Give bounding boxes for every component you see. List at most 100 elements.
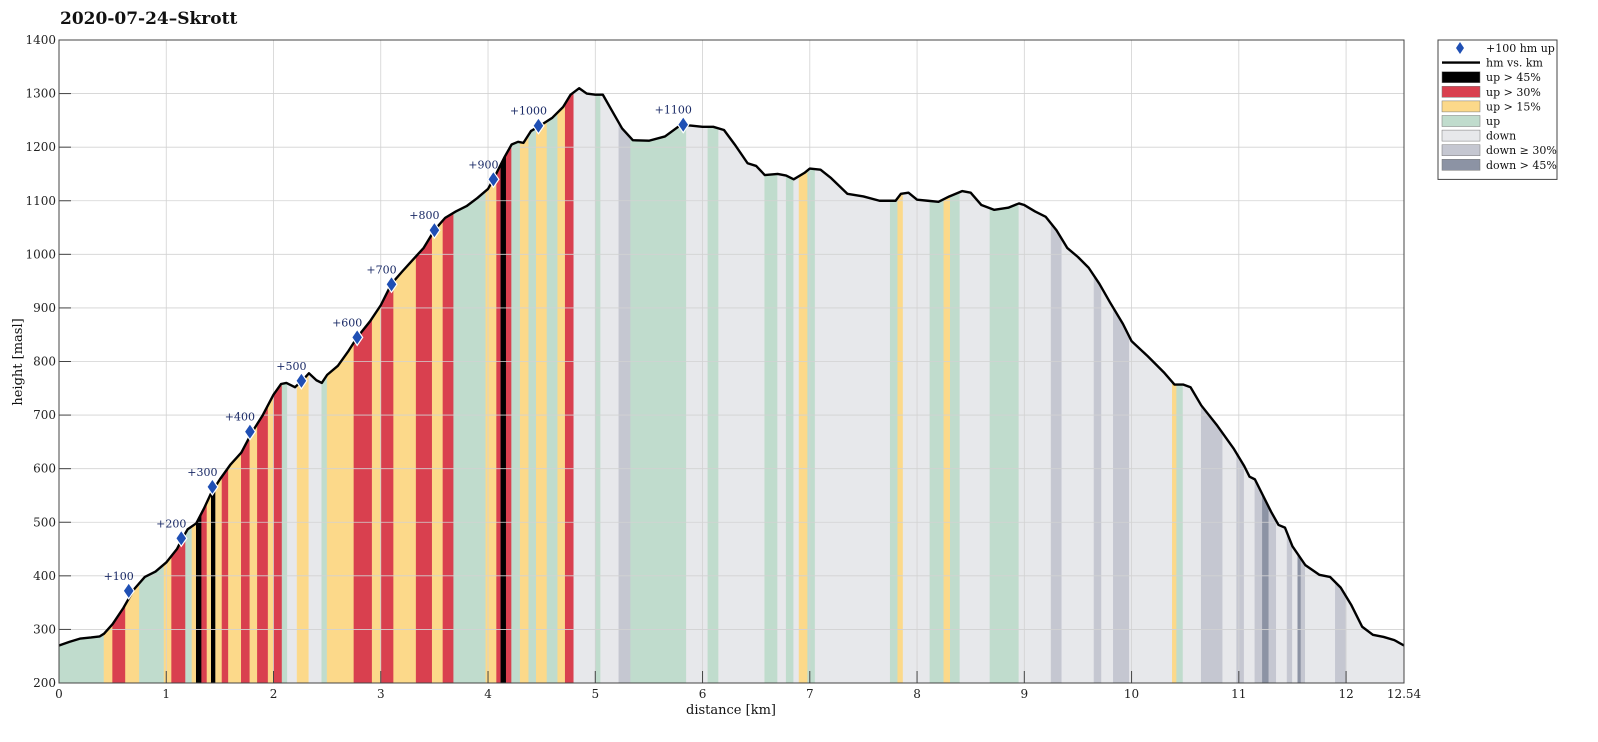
y-tick-label: 700 xyxy=(33,408,56,422)
x-tick-label: 11 xyxy=(1231,687,1246,701)
band-up15 xyxy=(228,451,242,684)
band-down xyxy=(718,128,766,684)
altitude-marker-diamond xyxy=(428,221,441,240)
band-up xyxy=(707,126,719,684)
y-tick-label: 900 xyxy=(33,301,56,315)
band-up15 xyxy=(535,120,548,684)
y-tick-label: 1300 xyxy=(25,87,56,101)
legend-marker-swatch xyxy=(1456,42,1464,54)
band-down xyxy=(287,382,298,684)
band-down30 xyxy=(1300,557,1306,684)
band-down30 xyxy=(1254,479,1263,684)
legend-swatch-down45 xyxy=(1441,159,1481,171)
band-up30 xyxy=(496,164,502,684)
band-up15 xyxy=(798,169,808,684)
band-up30 xyxy=(273,383,283,684)
band-up15 xyxy=(267,394,274,684)
legend-swatch-down xyxy=(1441,129,1481,142)
altitude-marker-diamond xyxy=(385,275,398,294)
band-up xyxy=(1176,384,1184,684)
band-up30 xyxy=(415,232,433,684)
altitude-marker-label: +700 xyxy=(366,263,396,276)
band-down xyxy=(793,175,800,684)
band-up xyxy=(929,198,945,684)
band-up15 xyxy=(163,554,172,684)
grid-lines xyxy=(58,39,1404,684)
x-tick-label: 7 xyxy=(806,687,814,701)
elevation-profile-line xyxy=(58,87,1405,647)
band-down xyxy=(1276,519,1288,684)
band-down xyxy=(1305,564,1336,684)
y-tick-label: 500 xyxy=(33,515,56,529)
legend-label: up xyxy=(1486,115,1500,128)
altitude-marker-label: +600 xyxy=(332,316,362,329)
band-up30 xyxy=(171,531,186,684)
y-tick-label: 800 xyxy=(33,355,56,369)
band-up30 xyxy=(442,212,455,684)
band-down30 xyxy=(1335,581,1347,684)
band-down xyxy=(814,168,891,684)
y-tick-label: 1400 xyxy=(25,33,56,47)
band-down xyxy=(777,173,787,684)
x-tick-label-end: 12.54 xyxy=(1387,687,1422,701)
altitude-marker-diamond xyxy=(487,170,500,189)
y-tick-label: 400 xyxy=(33,569,56,583)
band-up30 xyxy=(221,466,229,684)
y-tick-label: 600 xyxy=(33,462,56,476)
altitude-marker-label: +100 xyxy=(104,570,134,583)
band-up30 xyxy=(201,501,208,684)
x-tick-label: 1 xyxy=(162,687,170,701)
altitude-marker-diamond xyxy=(122,581,135,600)
altitude-marker-label: +1000 xyxy=(510,105,547,118)
band-up45 xyxy=(211,485,216,684)
axes: 0 1 2 3 4 5 6 7 8 9 10 11 12 12.542003004005006007008… xyxy=(25,33,1421,701)
band-down xyxy=(959,190,991,684)
altitude-marker-label: +400 xyxy=(225,411,255,424)
x-tick-label: 2 xyxy=(270,687,278,701)
band-up15 xyxy=(897,193,904,684)
band-up xyxy=(511,141,521,684)
band-up xyxy=(989,202,1020,684)
band-up xyxy=(594,94,601,684)
band-up15 xyxy=(326,341,355,684)
band-down xyxy=(1222,432,1237,684)
x-tick-label: 0 xyxy=(55,687,63,701)
x-tick-label: 12 xyxy=(1338,687,1353,701)
band-up xyxy=(764,173,778,684)
y-tick-label: 1000 xyxy=(25,247,56,261)
x-tick-label: 4 xyxy=(484,687,492,701)
x-tick-label: 5 xyxy=(591,687,599,701)
band-down xyxy=(902,192,931,684)
altitude-marker-diamond xyxy=(206,477,219,496)
band-up30 xyxy=(564,91,575,684)
band-up xyxy=(889,197,899,684)
legend-label: hm vs. km xyxy=(1486,57,1544,70)
x-tick-label: 8 xyxy=(913,687,921,701)
chart-title: 2020-07-24–Skrott xyxy=(60,9,237,29)
band-down xyxy=(1018,203,1052,684)
band-down30 xyxy=(1268,507,1277,684)
band-up30 xyxy=(257,404,269,684)
band-up xyxy=(58,633,105,684)
band-down xyxy=(1182,384,1202,684)
band-up30 xyxy=(241,436,251,684)
altitude-marker-diamond xyxy=(350,328,364,347)
band-down xyxy=(600,94,620,684)
band-up xyxy=(139,563,165,684)
band-up15 xyxy=(485,172,497,684)
altitude-marker-label: +200 xyxy=(156,517,186,530)
legend-label: +100 hm up xyxy=(1486,42,1555,55)
gradient-bands xyxy=(58,87,1405,684)
band-up15 xyxy=(557,102,566,684)
band-up15 xyxy=(371,304,382,684)
band-up xyxy=(453,190,487,684)
y-tick-label: 1100 xyxy=(25,194,56,208)
band-down30 xyxy=(1200,404,1224,684)
band-down30 xyxy=(1236,452,1245,684)
band-up15 xyxy=(943,195,951,684)
legend-label: up > 15% xyxy=(1486,100,1541,113)
altitude-marker-diamond xyxy=(295,371,308,390)
altitude-marker-label: +500 xyxy=(276,360,306,373)
band-down xyxy=(1101,286,1114,684)
